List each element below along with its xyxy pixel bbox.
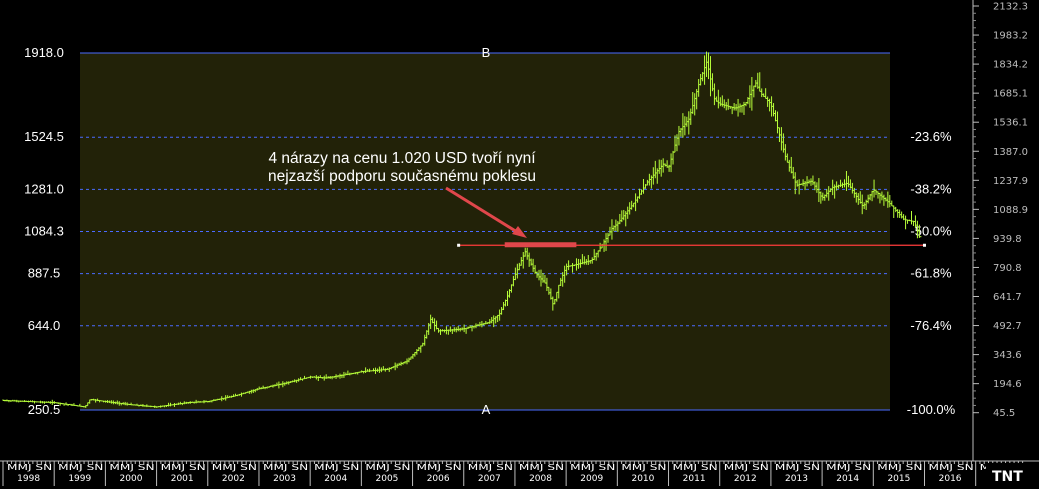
fib-price-label-0: 1918.0 (24, 45, 64, 60)
month-labels: MMJ SN (928, 463, 973, 472)
right-axis-label-3: 1685.1 (993, 89, 1028, 100)
month-labels: MMJ SN (314, 463, 359, 472)
fib-price-label-6: 250.5 (28, 402, 61, 417)
support-start-marker (457, 243, 461, 247)
logo-text: TNT (992, 469, 1023, 485)
fib-pct-label-2: -38.2% (910, 181, 952, 196)
year-label-2012: 2012 (734, 474, 757, 484)
right-axis-label-1: 1983.2 (993, 31, 1028, 42)
year-label-1998: 1998 (17, 474, 40, 484)
right-axis-label-2: 1834.2 (993, 60, 1028, 71)
price-series (2, 51, 922, 409)
month-labels: MMJ SN (263, 463, 308, 472)
month-labels: MMJ SN (468, 463, 513, 472)
fib-price-label-1: 1524.5 (24, 129, 64, 144)
month-labels: MMJ SN (724, 463, 769, 472)
month-labels: MMJ SN (417, 463, 462, 472)
logo-background (986, 463, 1039, 489)
right-axis-label-14: 45.5 (993, 408, 1015, 419)
support-level (457, 242, 926, 248)
year-label-2000: 2000 (120, 474, 143, 484)
fib-point-B: B (482, 45, 491, 60)
right-axis-label-4: 1536.1 (993, 118, 1028, 129)
month-labels: MMJ SN (826, 463, 871, 472)
year-label-2004: 2004 (324, 474, 347, 484)
month-labels: MMJ SN (58, 463, 103, 472)
year-label-2014: 2014 (836, 474, 859, 484)
time-axis: MMJ SN 1998 MMJ SN 1999 MMJ SN 2000 MMJ SN 2001… (0, 460, 1039, 486)
support-zone-bar (504, 242, 577, 248)
fib-pct-label-6: -100.0% (907, 402, 956, 417)
right-axis-label-8: 939.8 (993, 234, 1022, 245)
right-axis-label-12: 343.6 (993, 350, 1022, 361)
month-labels: MMJ SN (570, 463, 615, 472)
right-axis-label-10: 641.7 (993, 292, 1022, 303)
month-labels: MMJ SN (877, 463, 922, 472)
year-label-2002: 2002 (222, 474, 245, 484)
fib-pct-label-1: -23.6% (910, 129, 952, 144)
annotation-arrow (445, 186, 523, 237)
month-labels: MMJ SN (519, 463, 564, 472)
annotation-line-2: nejzazší podporu současnému poklesu (268, 168, 536, 185)
fib-price-label-2: 1281.0 (24, 181, 64, 196)
year-label-2010: 2010 (631, 474, 654, 484)
year-label-2001: 2001 (171, 474, 194, 484)
month-labels: MMJ SN (212, 463, 257, 472)
right-axis-label-9: 790.8 (993, 263, 1022, 274)
right-axis-label-13: 194.6 (993, 379, 1022, 390)
right-axis-label-0: 2132.3 (993, 2, 1028, 13)
year-label-2016: 2016 (939, 474, 962, 484)
month-labels: MMJ SN (7, 463, 52, 472)
month-labels: MMJ SN (161, 463, 206, 472)
year-label-2006: 2006 (427, 474, 450, 484)
year-label-1999: 1999 (68, 474, 91, 484)
year-label-2011: 2011 (683, 474, 706, 484)
year-label-2013: 2013 (785, 474, 808, 484)
fib-pct-label-5: -76.4% (910, 318, 952, 333)
month-labels: MMJ SN (673, 463, 718, 472)
right-axis-label-7: 1088.9 (993, 205, 1028, 216)
year-label-2003: 2003 (273, 474, 296, 484)
right-axis-label-5: 1387.0 (993, 147, 1028, 158)
tnt-logo: TNT (986, 463, 1039, 489)
year-label-2008: 2008 (529, 474, 552, 484)
month-labels: MMJ SN (365, 463, 410, 472)
month-labels: MMJ SN (621, 463, 666, 472)
support-end-marker (922, 243, 926, 247)
fib-pct-label-3: -50.0% (910, 223, 952, 238)
right-axis-label-6: 1237.9 (993, 176, 1028, 187)
month-labels: MMJ SN (109, 463, 154, 472)
fib-price-label-3: 1084.3 (24, 223, 64, 238)
right-price-axis: 2132.3 1983.2 1834.2 1685.1 1536.1 1387.0 1237… (972, 0, 1028, 461)
fib-price-label-5: 644.0 (28, 318, 61, 333)
right-axis-label-11: 492.7 (993, 321, 1022, 332)
year-label-2005: 2005 (376, 474, 399, 484)
annotation: 4 nárazy na cenu 1.020 USD tvoří nyní ne… (268, 150, 536, 238)
annotation-line-1: 4 nárazy na cenu 1.020 USD tvoří nyní (268, 150, 536, 167)
fib-pct-label-4: -61.8% (910, 266, 952, 281)
year-label-2007: 2007 (478, 474, 501, 484)
annotation-arrowhead (512, 226, 527, 238)
fib-price-label-4: 887.5 (28, 266, 61, 281)
month-labels: MMJ SN (775, 463, 820, 472)
fib-levels: 1918.0 B 1524.5 -23.6% 1281.0 -38.2% 1084.3 -50… (24, 45, 956, 417)
fib-point-A: A (482, 402, 491, 417)
year-label-2009: 2009 (580, 474, 603, 484)
year-label-2015: 2015 (887, 474, 910, 484)
